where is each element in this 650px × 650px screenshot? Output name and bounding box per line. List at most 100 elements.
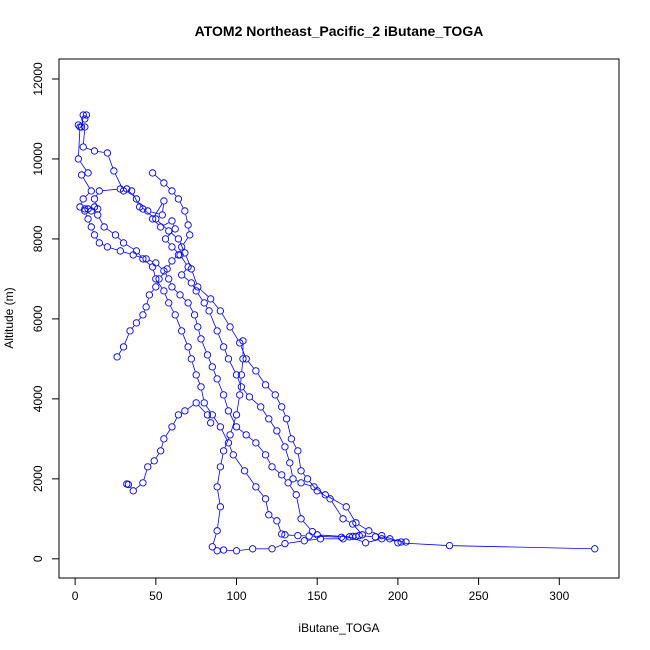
series-line-segment xyxy=(235,457,243,469)
data-point xyxy=(148,169,157,177)
x-tick-label: 150 xyxy=(307,589,327,603)
data-point xyxy=(142,255,150,263)
data-point xyxy=(216,503,225,511)
data-point xyxy=(81,205,89,213)
y-tick-label: 10000 xyxy=(31,142,45,176)
series-line-segment xyxy=(320,492,328,498)
data-point xyxy=(397,538,405,546)
data-point xyxy=(184,343,192,351)
series-line-segment xyxy=(169,282,171,284)
series-line-segment xyxy=(217,490,221,504)
series-line-segment xyxy=(266,457,271,464)
data-point xyxy=(171,311,179,319)
series-line-segment xyxy=(270,421,276,429)
data-point xyxy=(139,205,147,213)
data-point xyxy=(163,265,171,273)
series-line-segment xyxy=(191,362,196,372)
series-line-segment xyxy=(354,526,361,533)
data-point xyxy=(177,271,186,279)
series-line-segment xyxy=(290,466,293,476)
data-series xyxy=(74,111,599,555)
data-point xyxy=(271,391,279,399)
y-tick-label: 4000 xyxy=(31,385,45,412)
data-point xyxy=(81,115,89,123)
series-line-segment xyxy=(213,370,217,376)
series-line-segment xyxy=(108,156,114,168)
series-line-segment xyxy=(173,193,177,197)
series-line-segment xyxy=(221,429,228,440)
series-line-segment xyxy=(143,310,146,312)
data-point xyxy=(237,371,246,379)
data-point xyxy=(84,215,92,223)
y-tick-label: 8000 xyxy=(31,225,45,252)
series-line-segment xyxy=(182,334,188,344)
series-line-segment xyxy=(155,175,162,181)
data-point xyxy=(174,195,183,203)
data-series xyxy=(123,399,215,495)
data-point xyxy=(152,259,160,267)
x-axis-label: iButane_TOGA xyxy=(298,621,379,635)
series-line-segment xyxy=(267,387,274,393)
data-point xyxy=(213,375,221,383)
data-point xyxy=(289,475,297,483)
data-point xyxy=(242,355,250,363)
data-point xyxy=(308,527,317,536)
data-point xyxy=(219,391,228,399)
data-point xyxy=(187,355,195,363)
data-point xyxy=(294,531,302,540)
data-point xyxy=(294,447,302,455)
data-point xyxy=(339,515,347,523)
data-point xyxy=(213,483,221,491)
series-line-segment xyxy=(243,389,248,395)
data-point xyxy=(174,411,183,419)
data-point xyxy=(203,351,212,359)
data-point xyxy=(171,225,179,233)
data-point xyxy=(232,547,241,555)
x-tick-label: 0 xyxy=(72,589,79,603)
data-point xyxy=(284,479,292,487)
series-line-segment xyxy=(135,484,141,489)
series-line-segment xyxy=(210,314,217,328)
data-point xyxy=(87,187,95,195)
series-line-segment xyxy=(168,263,171,267)
series-line-segment xyxy=(298,454,301,468)
series-line-segment xyxy=(102,244,105,246)
series-line-segment xyxy=(161,442,164,448)
data-point xyxy=(349,520,357,528)
data-point xyxy=(103,243,112,251)
data-point xyxy=(144,207,152,215)
data-point xyxy=(200,399,208,407)
data-point xyxy=(168,423,176,431)
data-point xyxy=(126,327,134,335)
series-line-segment xyxy=(99,217,103,224)
series-line-segment xyxy=(307,538,317,541)
series-line-segment xyxy=(346,520,350,523)
data-point xyxy=(232,411,241,419)
series-line-segment xyxy=(296,498,301,516)
data-point xyxy=(158,211,166,219)
series-line-segment xyxy=(274,468,280,473)
series-line-segment xyxy=(236,398,240,412)
series-line-segment xyxy=(110,247,118,251)
series-line-segment xyxy=(257,489,264,497)
series-line-segment xyxy=(85,193,90,197)
y-axis: 0 2000 4000 6000 8000 10000 12000 xyxy=(31,62,60,562)
series-line-segment xyxy=(303,473,306,477)
data-point xyxy=(224,407,233,415)
series-line-segment xyxy=(240,548,250,551)
series-line-segment xyxy=(197,293,203,301)
data-point xyxy=(116,247,124,255)
series-line-segment xyxy=(179,250,181,252)
data-point xyxy=(79,195,87,203)
series-line-segment xyxy=(123,251,130,255)
series-line-segment xyxy=(316,488,323,494)
data-point xyxy=(337,533,346,541)
series-line-segment xyxy=(200,289,209,297)
series-line-segment xyxy=(217,470,221,484)
data-point xyxy=(445,541,454,550)
series-line-segment xyxy=(198,405,206,413)
series-line-segment xyxy=(83,177,90,189)
data-point xyxy=(281,539,289,548)
series-line-segment xyxy=(276,397,281,404)
data-point xyxy=(339,535,347,543)
